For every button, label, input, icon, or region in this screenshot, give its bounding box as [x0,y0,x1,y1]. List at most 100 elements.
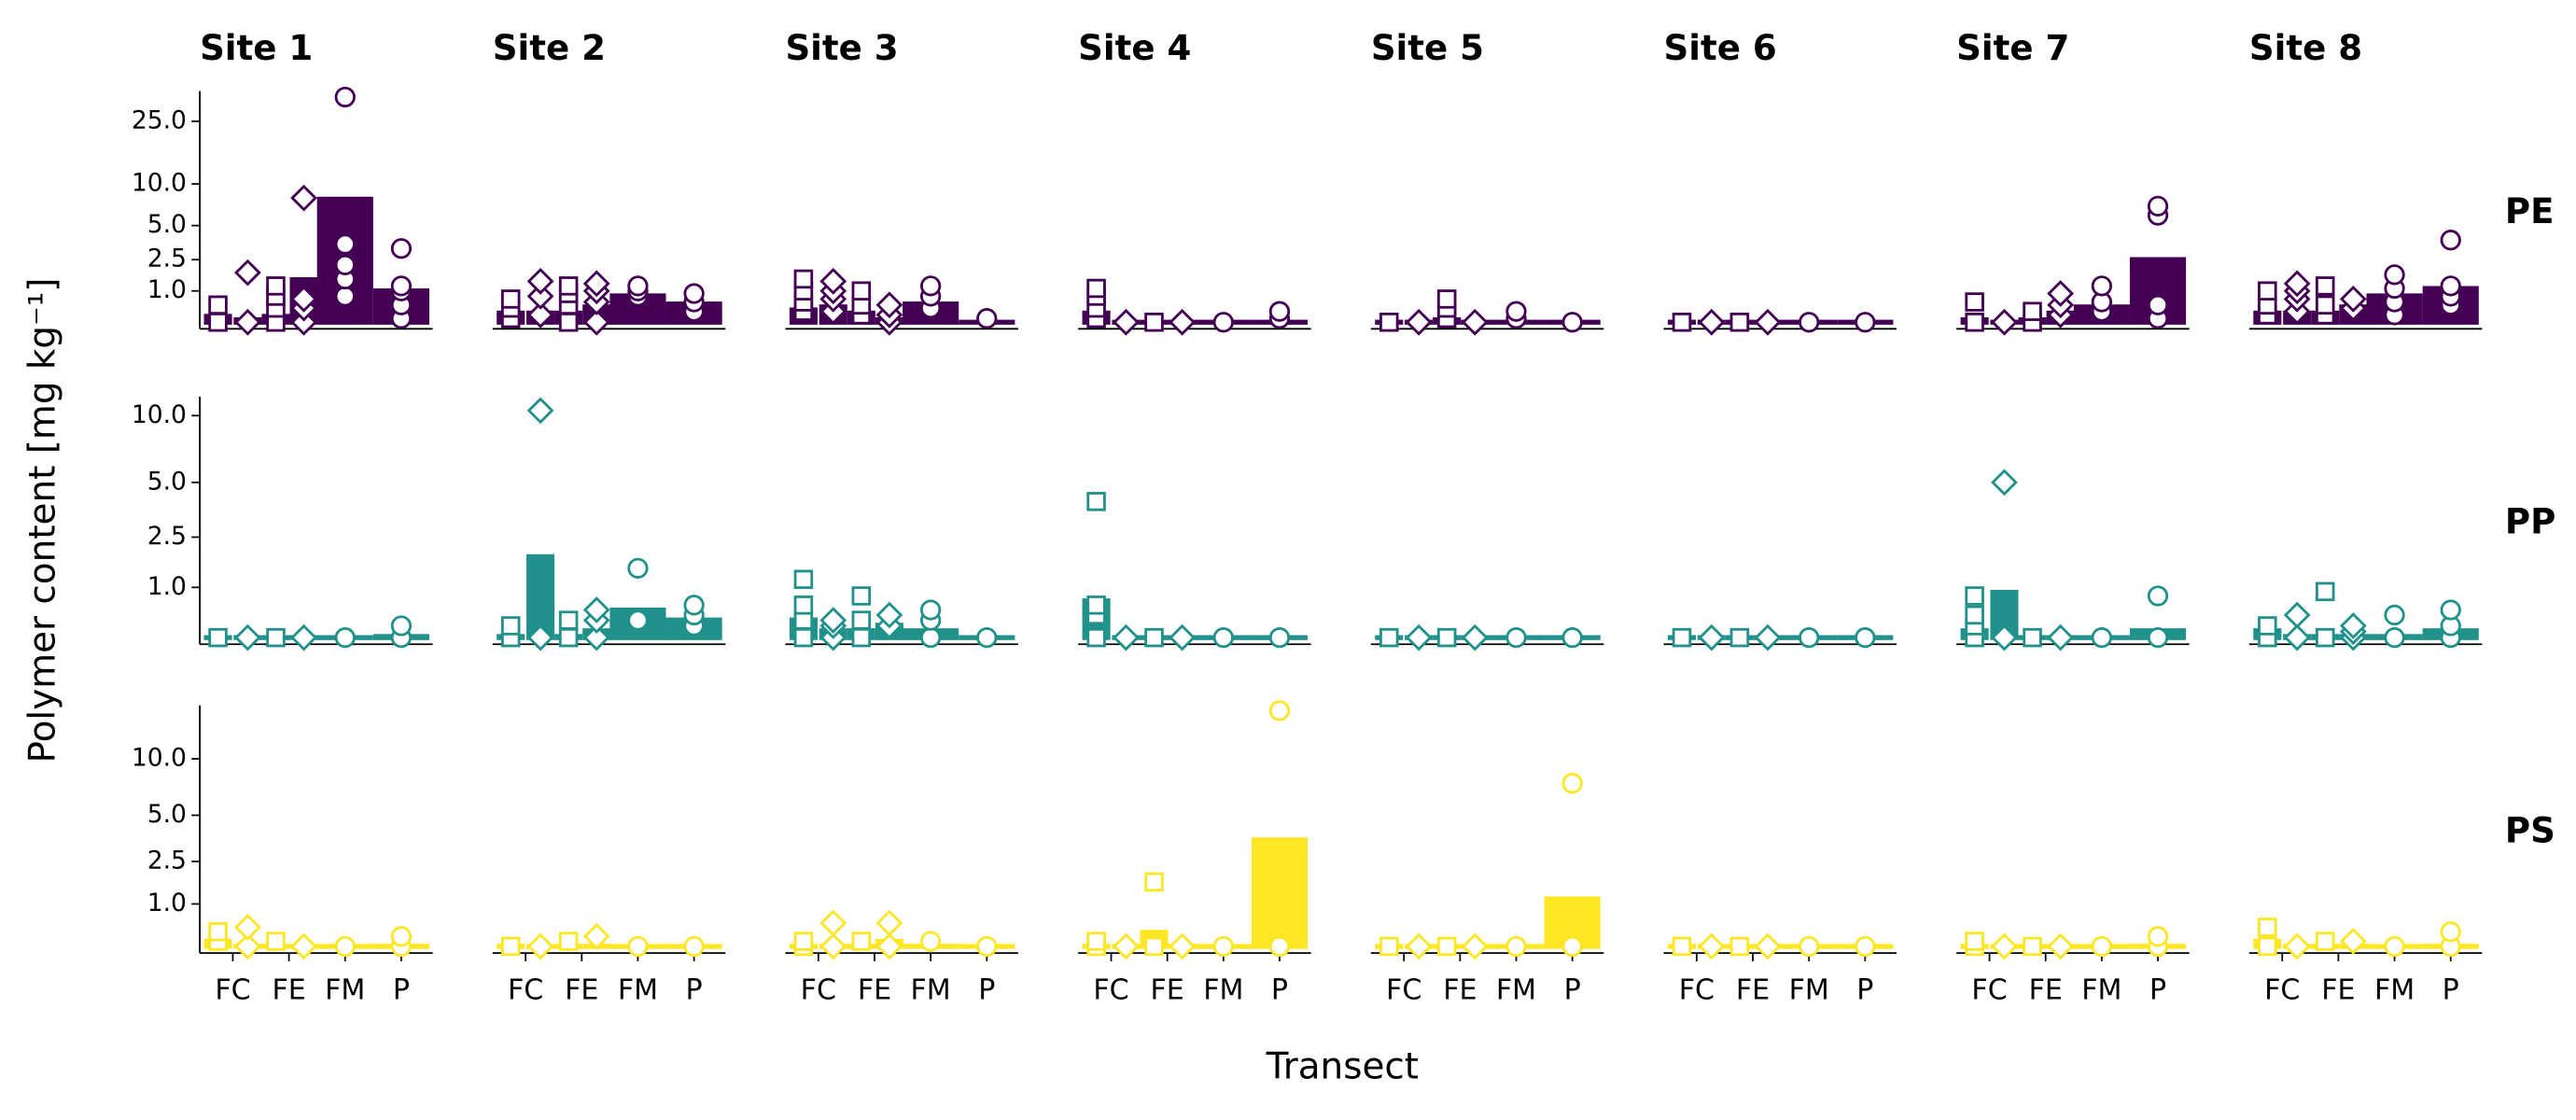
x-tick-label: FM [1203,973,1243,1006]
point [819,932,847,960]
point [233,308,261,336]
x-tick-label: FC [508,973,543,1006]
x-tick-label: P [1271,973,1288,1006]
point [1212,935,1234,958]
x-tick-label: FM [1789,973,1829,1006]
point [558,312,579,332]
point [1672,627,1692,648]
point [1086,278,1106,299]
point [1461,308,1489,336]
point [1505,301,1527,322]
y-tick-label: 2.5 [147,847,187,875]
point [390,275,413,297]
point [627,609,649,631]
point [2384,627,2405,649]
point [2440,230,2461,251]
point [819,267,847,295]
point [875,909,903,937]
point [266,931,286,951]
point [2258,281,2277,301]
point [2283,623,2311,651]
row-label: PP [2505,502,2555,542]
point [2283,270,2311,298]
point [1729,936,1750,957]
x-tick-label: P [2443,973,2459,1006]
point [526,397,554,425]
point [1561,627,1583,649]
point [875,601,903,629]
point [526,267,554,295]
point [2047,932,2075,960]
point [1991,623,2018,651]
point [1965,586,1984,606]
point [1405,932,1433,960]
point [2258,936,2277,957]
x-tick-label: FC [1093,973,1128,1006]
x-tick-label: FM [1496,973,1536,1006]
x-tick-label: P [1856,973,1873,1006]
site-title: Site 5 [1371,28,1484,68]
point [627,557,649,580]
point [793,595,814,615]
point [683,283,705,304]
x-tick-label: P [2149,973,2166,1006]
point [1144,936,1164,957]
x-tick-label: FC [801,973,836,1006]
point [390,926,413,947]
point [851,931,872,951]
x-tick-label: FC [1386,973,1421,1006]
site-title: Site 8 [2249,28,2362,68]
point [627,935,649,958]
point [2023,627,2042,648]
point [582,270,610,298]
point [334,233,356,255]
point [2047,623,2075,651]
point [1113,932,1140,960]
point [334,254,356,276]
point [334,935,356,958]
point [558,610,579,630]
point [1405,308,1433,336]
point [1561,773,1583,794]
point [1729,312,1750,332]
point [1672,312,1692,332]
y-tick-label: 2.5 [147,522,187,551]
point [2339,928,2367,955]
point [582,623,610,651]
point [1086,931,1106,951]
point [1405,623,1433,651]
x-tick-label: FE [2029,973,2063,1006]
point [1799,312,1820,333]
x-tick-label: FC [215,973,250,1006]
point [875,932,903,960]
point [334,627,356,649]
point [2440,599,2461,621]
point [290,308,317,336]
point [1268,627,1291,649]
point [2147,294,2169,315]
point [1461,623,1489,651]
point [2147,195,2169,217]
point [334,286,356,307]
point [819,909,847,937]
point [1991,308,2018,336]
x-tick-label: P [393,973,410,1006]
point [1965,931,1984,951]
point [851,627,872,648]
site-title: Site 1 [200,28,313,68]
point [1729,627,1750,648]
point [1169,623,1196,651]
point [1212,312,1234,333]
point [290,932,317,960]
site-title: Site 3 [785,28,898,68]
point [2440,921,2461,943]
row-label: PS [2505,810,2555,850]
site-title: Site 7 [1956,28,2069,68]
point [2315,276,2335,296]
point [1754,932,1782,960]
point [851,281,872,301]
point [976,627,998,649]
site-title: Site 2 [493,28,606,68]
point [290,623,317,651]
